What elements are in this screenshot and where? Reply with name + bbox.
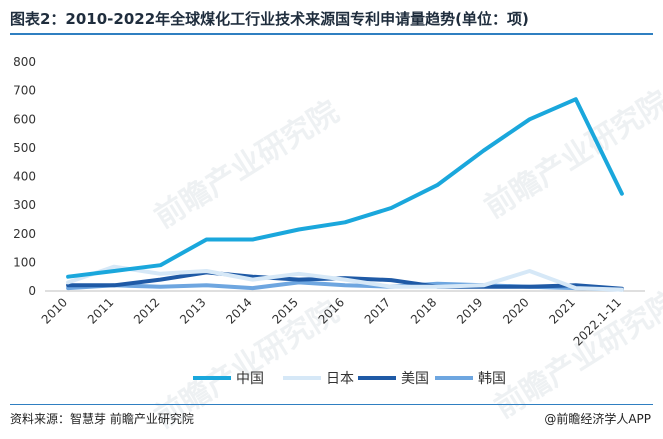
y-tick-label: 500 <box>13 141 36 155</box>
legend: 中国 日本 美国 韩国 <box>193 371 506 387</box>
x-tick-label: 2012 <box>131 295 162 326</box>
x-tick-label: 2018 <box>408 295 439 326</box>
y-tick-label: 0 <box>28 284 36 298</box>
footer-divider <box>10 404 653 405</box>
y-tick-label: 100 <box>13 255 36 269</box>
x-tick-label: 2011 <box>85 295 116 326</box>
series-lines <box>66 97 624 292</box>
x-tick-label: 2010 <box>39 295 70 326</box>
x-tick-label: 2016 <box>316 295 347 326</box>
legend-label: 日本 <box>326 371 354 387</box>
x-tick-label: 2017 <box>362 295 393 326</box>
legend-label: 中国 <box>236 371 264 387</box>
y-tick-label: 800 <box>13 55 36 69</box>
x-tick-label: 2021 <box>546 295 577 326</box>
title-divider <box>10 33 653 35</box>
y-tick-label: 300 <box>13 198 36 212</box>
x-tick-label: 2015 <box>269 295 300 326</box>
y-tick-label: 700 <box>13 84 36 98</box>
legend-label: 美国 <box>401 371 429 387</box>
source-note: 资料来源：智慧芽 前瞻产业研究院 <box>10 412 194 426</box>
series-line-1 <box>66 264 624 292</box>
series-line-0 <box>66 97 624 279</box>
publisher-credit: @前瞻经济学人APP <box>544 412 651 426</box>
y-tick-label: 600 <box>13 112 36 126</box>
x-axis: 2010 2011 2012 2013 2014 2015 2016 2017 2018 2019… <box>39 290 645 349</box>
y-tick-label: 200 <box>13 227 36 241</box>
x-tick-label: 2014 <box>223 295 254 326</box>
x-tick-label: 2020 <box>500 295 531 326</box>
x-tick-label: 2022.1-11 <box>571 295 624 348</box>
y-tick-label: 400 <box>13 170 36 184</box>
y-axis: 0 100 200 300 400 500 600 700 800 <box>13 55 36 298</box>
legend-label: 韩国 <box>478 371 506 387</box>
x-tick-label: 2019 <box>454 295 485 326</box>
x-tick-label: 2013 <box>177 295 208 326</box>
chart-title: 图表2：2010-2022年全球煤化工行业技术来源国专利申请量趋势(单位：项) <box>10 10 529 28</box>
